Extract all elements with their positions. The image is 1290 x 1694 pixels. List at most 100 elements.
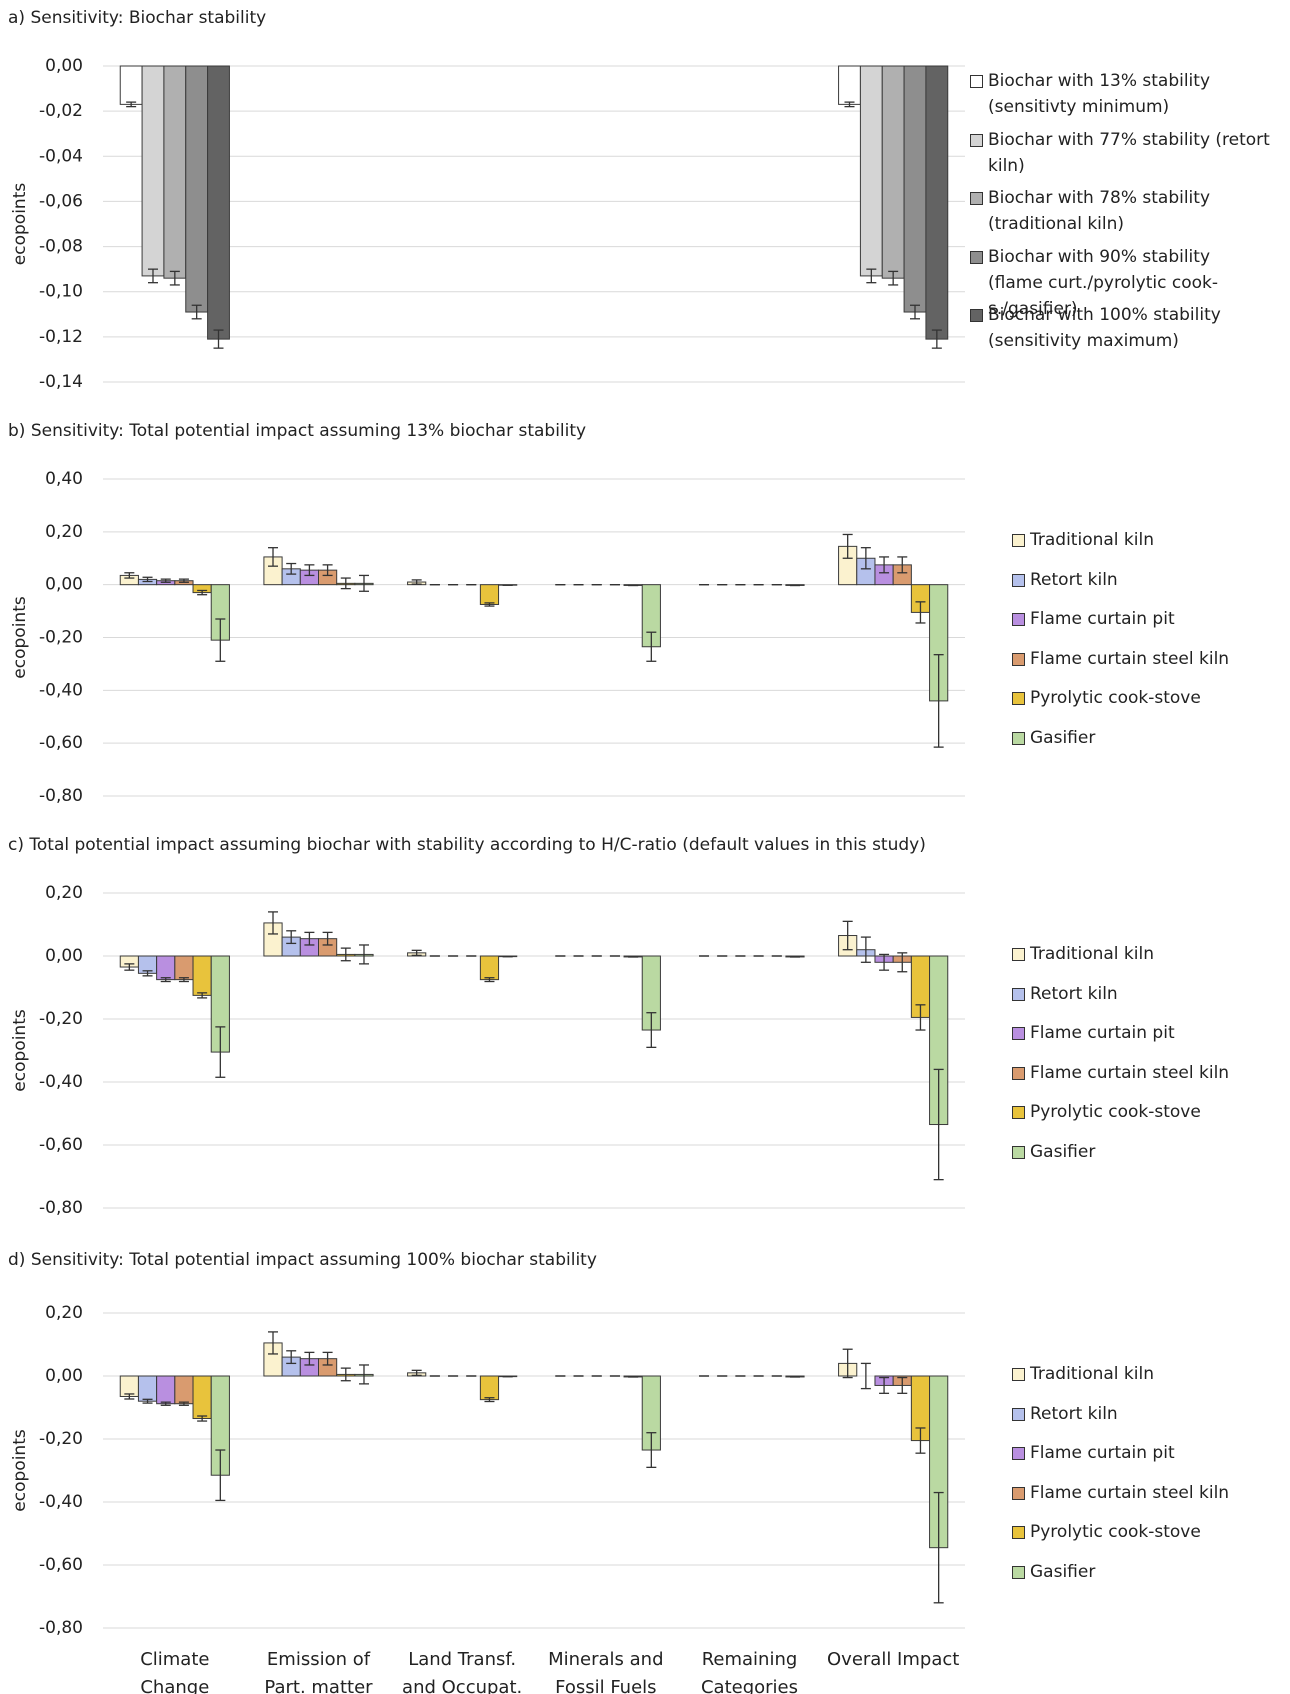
- y-tick-label: -0,08: [39, 237, 83, 257]
- legend-swatch: [1012, 1145, 1025, 1159]
- legend-swatch: [970, 192, 983, 205]
- x-tick-label: Minerals and Fossil Fuels: [548, 1649, 664, 1694]
- legend-label: Gasifier: [1030, 1561, 1096, 1582]
- y-tick-label: -0,80: [39, 786, 83, 806]
- legend-item: Pyrolytic cook-stove: [1012, 1519, 1282, 1545]
- legend-label: Traditional kiln: [1030, 1364, 1154, 1384]
- legend-swatch: [970, 75, 983, 88]
- x-tick-label: Land Transf. and Occupat.: [402, 1649, 523, 1694]
- y-tick-label: -0,60: [39, 1555, 83, 1575]
- legend-swatch: [1012, 613, 1025, 626]
- bar: [163, 65, 187, 279]
- legend-swatch: [1012, 1066, 1025, 1080]
- x-tick-label: Overall Impact: [827, 1649, 960, 1670]
- legend-label: Flame curtain pit: [1030, 609, 1175, 629]
- legend-label: Gasifier: [1030, 1141, 1096, 1162]
- legend-swatch: [1012, 692, 1025, 705]
- legend-label: Biochar with 78% stability (traditional …: [988, 188, 1211, 234]
- x-tick-label: Remaining Categories: [700, 1649, 799, 1694]
- legend-label: Retort kiln: [1030, 569, 1118, 590]
- bar: [479, 955, 500, 981]
- legend-label: Flame curtain steel kiln: [1030, 1062, 1230, 1083]
- bar: [903, 65, 927, 313]
- legend-swatch: [970, 133, 983, 147]
- legend-label: Biochar with 13% stability (sensitivty m…: [988, 71, 1211, 117]
- legend-swatch: [1012, 948, 1025, 961]
- chart-title: a) Sensitivity: Biochar stability: [8, 8, 266, 28]
- legend-label: Flame curtain steel kiln: [1030, 648, 1230, 669]
- legend-item: Biochar with 13% stability (sensitivty m…: [970, 68, 1270, 120]
- legend-swatch: [1012, 731, 1025, 745]
- y-tick-label: -0,60: [39, 1135, 83, 1155]
- bar: [192, 1375, 212, 1420]
- legend-item: Traditional kiln: [1012, 527, 1282, 553]
- legend-swatch: [1012, 1526, 1025, 1539]
- legend-swatch: [1012, 652, 1025, 666]
- y-tick-label: -0,20: [39, 1429, 83, 1449]
- chart-title: d) Sensitivity: Total potential impact a…: [8, 1250, 597, 1270]
- y-tick-label: -0,60: [39, 733, 83, 753]
- y-tick-label: 0,00: [45, 1366, 83, 1386]
- y-tick-label: 0,20: [45, 883, 83, 903]
- y-tick-label: -0,12: [39, 327, 83, 347]
- legend-swatch: [1012, 1447, 1025, 1460]
- y-tick-label: -0,40: [39, 1072, 83, 1092]
- chart-title: c) Total potential impact assuming bioch…: [8, 835, 926, 855]
- bar: [156, 1375, 176, 1405]
- legend-swatch: [970, 309, 983, 322]
- legend-item: Flame curtain pit: [1012, 1020, 1282, 1046]
- x-tick-label: Climate Change: [140, 1649, 210, 1694]
- y-tick-label: -0,14: [39, 372, 83, 392]
- y-tick-label: -0,20: [39, 1009, 83, 1029]
- bar: [141, 65, 165, 277]
- bar: [119, 65, 143, 105]
- y-tick-label: -0,40: [39, 1492, 83, 1512]
- legend-label: Flame curtain steel kiln: [1030, 1482, 1230, 1503]
- legend-item: Biochar with 100% stability (sensitivity…: [970, 302, 1270, 354]
- legend-item: Biochar with 78% stability (traditional …: [970, 185, 1270, 237]
- legend-item: Pyrolytic cook-stove: [1012, 685, 1282, 711]
- legend-swatch: [1012, 1106, 1025, 1119]
- legend-label: Traditional kiln: [1030, 530, 1154, 550]
- legend-item: Flame curtain steel kiln: [1012, 1060, 1282, 1086]
- legend-item: Traditional kiln: [1012, 941, 1282, 967]
- legend-swatch: [1012, 1368, 1025, 1381]
- y-tick-label: 0,00: [45, 575, 83, 595]
- legend-item: Flame curtain steel kiln: [1012, 646, 1282, 672]
- y-tick-label: -0,10: [39, 282, 83, 302]
- legend-item: Traditional kiln: [1012, 1361, 1282, 1387]
- legend-item: Flame curtain pit: [1012, 606, 1282, 632]
- legend-label: Retort kiln: [1030, 983, 1118, 1004]
- bar: [137, 1375, 158, 1402]
- y-tick-label: -0,04: [39, 146, 83, 166]
- bar: [479, 584, 500, 605]
- y-tick-label: -0,80: [39, 1618, 83, 1638]
- y-axis-label: ecopoints: [10, 183, 30, 266]
- legend-label: Retort kiln: [1030, 1403, 1118, 1424]
- legend-swatch: [1012, 1565, 1025, 1579]
- legend-item: Retort kiln: [1012, 567, 1282, 593]
- legend-label: Pyrolytic cook-stove: [1030, 1522, 1201, 1542]
- legend-label: Pyrolytic cook-stove: [1030, 688, 1201, 708]
- legend-label: Gasifier: [1030, 727, 1096, 748]
- bar: [174, 955, 194, 981]
- legend-swatch: [1012, 534, 1025, 547]
- y-axis-label: ecopoints: [10, 1009, 30, 1092]
- y-tick-label: 0,40: [45, 469, 83, 489]
- y-tick-label: 0,20: [45, 522, 83, 542]
- legend-item: Retort kiln: [1012, 1401, 1282, 1427]
- legend-label: Biochar with 100% stability (sensitivity…: [988, 305, 1221, 351]
- legend-label: Biochar with 77% stability (retort kiln): [988, 129, 1270, 176]
- bar: [881, 65, 905, 279]
- bar: [192, 955, 212, 996]
- chart-title: b) Sensitivity: Total potential impact a…: [8, 421, 586, 441]
- x-tick-label: Emission of Part. matter: [264, 1649, 373, 1694]
- legend-swatch: [1012, 573, 1025, 587]
- legend-item: Pyrolytic cook-stove: [1012, 1099, 1282, 1125]
- legend-swatch: [970, 250, 983, 264]
- y-axis-label: ecopoints: [10, 596, 30, 679]
- legend-label: Pyrolytic cook-stove: [1030, 1102, 1201, 1122]
- y-axis-label: ecopoints: [10, 1429, 30, 1512]
